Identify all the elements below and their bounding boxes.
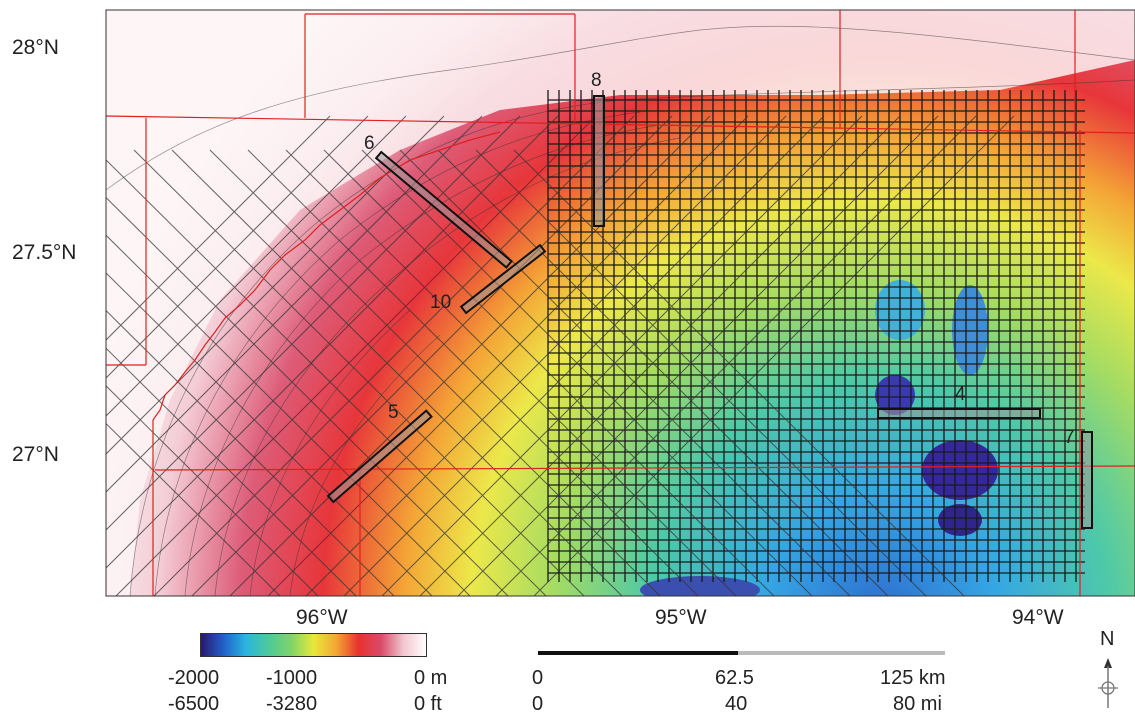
survey-line-diagonal [171, 149, 623, 596]
survey-line-diagonal [513, 149, 965, 596]
colorbar-ft-label-min: -6500 [168, 693, 220, 715]
survey-line-diagonal [419, 115, 901, 596]
survey-line-diagonal [343, 115, 825, 596]
survey-line-diagonal [533, 115, 1015, 596]
survey-line-diagonal [209, 149, 661, 596]
profile-segments [326, 95, 1093, 529]
survey-line-diagonal [106, 309, 395, 596]
survey-line-diagonal [285, 149, 737, 596]
lon-label-95: 95°W [655, 606, 707, 629]
shelf-area [106, 10, 1135, 596]
survey-line-diagonal [106, 115, 331, 341]
segment-7-bar [1081, 431, 1093, 529]
colorbar-m-label-max: 0 m [414, 667, 448, 689]
survey-line-diagonal [475, 149, 927, 596]
segment-10-bar [459, 243, 547, 315]
deep-basin-east-3 [938, 504, 982, 536]
survey-line-diagonal [106, 422, 281, 596]
segment-5-label: 5 [388, 402, 399, 423]
colorbar-m-label-mid: -1000 [266, 667, 318, 689]
survey-line-diagonal [106, 115, 521, 531]
survey-line-diagonal [247, 149, 699, 596]
survey-line-diagonal [106, 347, 357, 596]
segment-7-label: 7 [1064, 427, 1075, 448]
scale-mi-label-max: 80 mi [893, 693, 942, 715]
survey-grid-diagonal [106, 115, 1015, 596]
survey-line-diagonal [106, 196, 509, 596]
lon-label-94: 94°W [1012, 606, 1064, 629]
survey-line-diagonal [361, 149, 813, 596]
survey-line-diagonal [106, 234, 471, 596]
north-arrow-icon [1098, 658, 1118, 708]
segment-5-bar [326, 409, 433, 504]
lat-label-28: 28°N [12, 36, 59, 59]
survey-line-diagonal [457, 115, 939, 596]
segment-4-bar [877, 408, 1041, 419]
survey-line-diagonal [229, 115, 711, 596]
segment-10-label: 10 [430, 292, 452, 313]
deep-basin-south [640, 576, 760, 596]
survey-line-diagonal [115, 115, 597, 596]
survey-line-diagonal [191, 115, 673, 596]
survey-line-diagonal [153, 115, 635, 596]
lat-label-27: 27°N [12, 443, 59, 466]
scale-km-label-0: 0 [532, 667, 544, 689]
lat-label-27-5: 27.5°N [12, 241, 77, 264]
survey-line-diagonal [437, 149, 889, 596]
survey-line-diagonal [399, 149, 851, 596]
deep-basin-east-2 [875, 375, 915, 415]
scale-mi-label-0: 0 [532, 693, 544, 715]
survey-line-diagonal [106, 272, 433, 596]
survey-line-diagonal [106, 385, 319, 596]
colorbar-m-label-min: -2000 [168, 667, 220, 689]
scale-km-label-mid: 62.5 [715, 667, 754, 689]
lon-label-96: 96°W [296, 606, 348, 629]
survey-line-diagonal [305, 115, 787, 596]
survey-line-diagonal [106, 115, 445, 455]
scale-mi-label-mid: 40 [725, 693, 748, 715]
survey-line-diagonal [106, 115, 483, 493]
lease-block-lines [105, 10, 1135, 596]
survey-line-diagonal [495, 115, 977, 596]
survey-line-diagonal [106, 115, 369, 379]
segment-6-label: 6 [364, 133, 375, 154]
scale-km-label-max: 125 km [880, 667, 946, 689]
segment-6-bar [374, 150, 513, 269]
survey-grid-orthogonal [547, 90, 1085, 582]
survey-line-diagonal [106, 115, 559, 569]
north-label: N [1100, 628, 1115, 650]
scale-bar [538, 651, 945, 655]
segment-8-bar [593, 95, 605, 227]
segment-8-label: 8 [591, 70, 602, 91]
segment-4-label: 4 [955, 384, 966, 405]
survey-line-diagonal [133, 149, 585, 596]
survey-line-diagonal [381, 115, 863, 596]
depth-colorbar [200, 633, 427, 657]
survey-line-diagonal [106, 115, 407, 417]
survey-line-diagonal [106, 159, 547, 596]
contour-lines [106, 25, 1135, 596]
colorbar-ft-label-mid: -3280 [266, 693, 318, 715]
survey-line-diagonal [323, 149, 775, 596]
map-frame [105, 9, 1135, 597]
survey-line-diagonal [267, 115, 749, 596]
colorbar-ft-label-max: 0 ft [414, 693, 442, 715]
